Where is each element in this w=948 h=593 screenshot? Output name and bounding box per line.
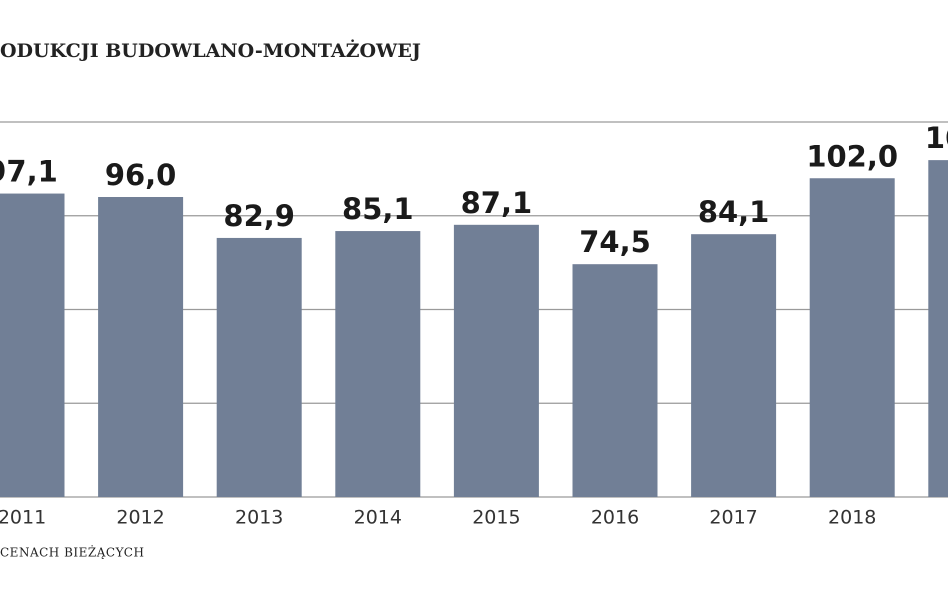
bar xyxy=(572,264,658,497)
chart-title: ODUKCJI BUDOWLANO-MONTAŻOWEJ xyxy=(0,39,421,62)
value-label: 107,8 xyxy=(925,121,948,155)
value-label: 74,5 xyxy=(579,225,651,259)
x-tick-label: 2014 xyxy=(354,507,402,529)
value-label: 87,1 xyxy=(461,186,533,220)
x-tick-label: 2013 xyxy=(235,507,283,529)
x-tick-label: 2011 xyxy=(0,507,46,529)
value-label: 84,1 xyxy=(698,195,770,229)
x-tick-label: 2016 xyxy=(591,507,639,529)
bar xyxy=(928,160,948,497)
x-tick-label: 2017 xyxy=(709,507,757,529)
value-label: 102,0 xyxy=(806,139,898,173)
x-tick-label: 2018 xyxy=(828,507,876,529)
bar xyxy=(0,193,65,497)
bar xyxy=(691,234,777,497)
bar xyxy=(98,197,184,497)
bar xyxy=(216,237,302,497)
x-tick-label: 2015 xyxy=(472,507,520,529)
bar xyxy=(453,224,539,497)
chart-note: CENACH BIEŻĄCYCH xyxy=(0,545,144,560)
x-tick-label: 2019 xyxy=(947,507,948,529)
value-label: 97,1 xyxy=(0,155,58,189)
bar xyxy=(809,178,895,497)
value-label: 82,9 xyxy=(223,199,295,233)
value-label: 96,0 xyxy=(105,158,177,192)
value-label: 85,1 xyxy=(342,192,414,226)
x-tick-label: 2012 xyxy=(116,507,164,529)
bar xyxy=(335,231,421,497)
